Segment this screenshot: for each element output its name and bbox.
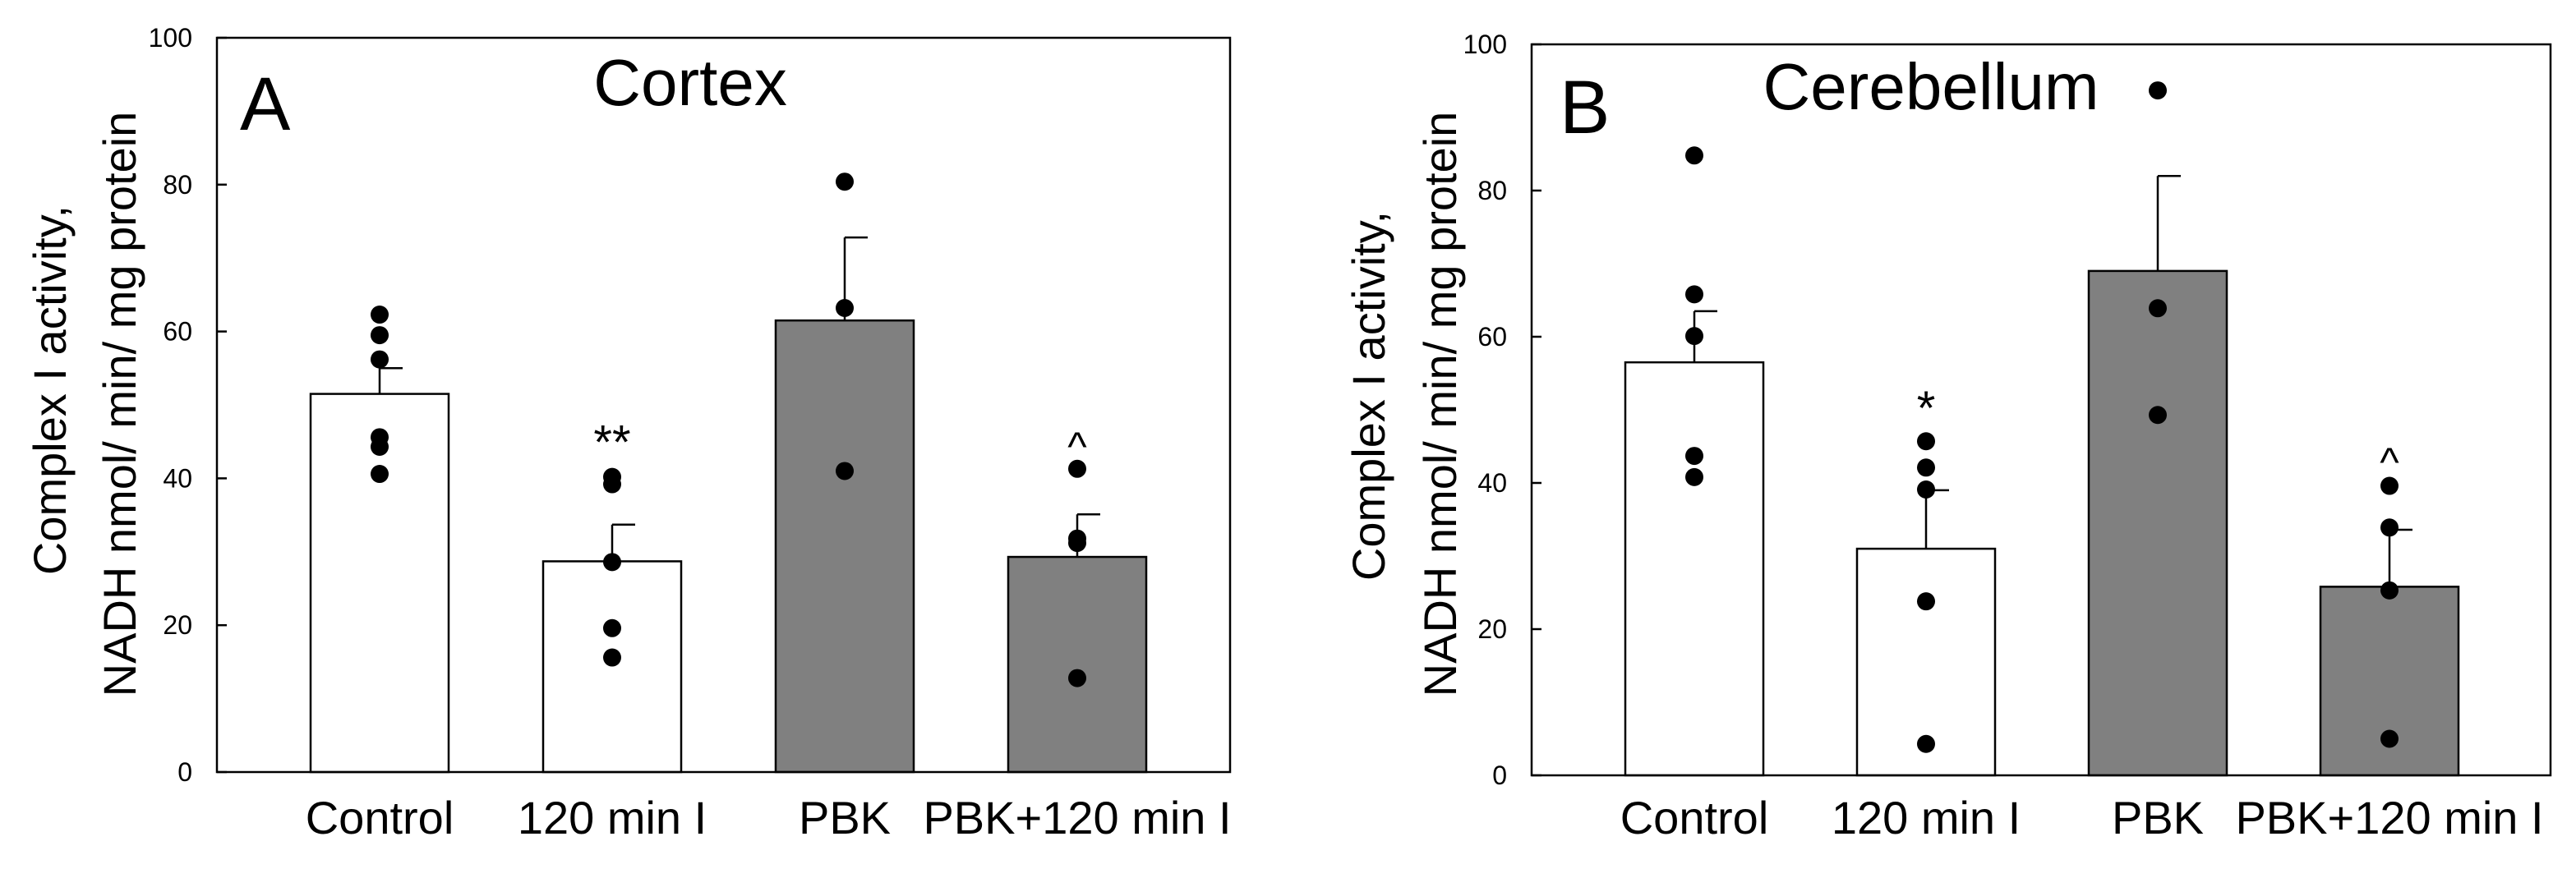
x-tick-label: 120 min I [518,792,707,844]
data-point [1685,285,1703,304]
x-tick-label: Control [1620,792,1769,844]
y-tick-label: 80 [163,170,192,200]
plot-frame [215,36,1232,774]
bar [1624,361,1765,777]
y-tick-label: 40 [163,463,192,493]
x-tick-label: PBK [2112,792,2204,844]
bar [2087,269,2228,777]
significance-label: * [1917,382,1936,435]
x-tick-label: Control [306,792,454,844]
y-axis-label-line1: Complex I activity, [1343,211,1394,581]
data-point [1068,534,1086,553]
data-point [1068,669,1086,687]
data-point [603,553,621,572]
data-point [2380,518,2399,537]
data-point [2149,406,2167,425]
y-tick-label: 100 [1463,30,1507,59]
data-point [836,462,854,480]
significance-label: ^ [1067,424,1087,470]
data-point [836,298,854,317]
data-point [1685,447,1703,466]
y-tick-label: 60 [163,317,192,347]
data-point [371,437,389,456]
y-axis-label-line2: NADH nmol/ min/ mg protein [94,112,145,697]
data-point [1685,327,1703,346]
data-point [603,475,621,494]
y-tick-label: 100 [149,23,192,53]
data-point [371,326,389,345]
y-tick-label: 40 [1477,468,1507,498]
y-tick-label: 80 [1477,176,1507,205]
data-point [2149,299,2167,318]
significance-label: ** [593,416,630,470]
bar [541,560,683,774]
data-point [603,648,621,667]
chart-panel-cerebellum: B Cerebellum Complex I activity, NADH nm… [1343,30,2552,844]
data-point [2380,581,2399,600]
panel-letter: B [1560,66,1610,149]
data-point [1917,480,1935,499]
y-tick-label: 0 [1492,761,1507,790]
bar [309,393,450,774]
chart-panel-cortex: A Cortex Complex I activity, NADH nmol/ … [24,23,1232,844]
y-axis-label-line2: NADH nmol/ min/ mg protein [1414,112,1466,697]
data-point [1917,734,1935,753]
data-point [1068,459,1086,478]
data-point [1917,458,1935,477]
data-point [371,465,389,484]
significance-label: ^ [2380,439,2399,485]
data-point [371,306,389,324]
data-point [1685,146,1703,165]
data-point [1917,432,1935,451]
y-tick-label: 20 [1477,614,1507,644]
data-point [603,618,621,637]
x-tick-label: 120 min I [1832,792,2021,844]
x-tick-label: PBK [799,792,891,844]
data-point [1917,592,1935,611]
data-point [2149,81,2167,100]
y-tick-label: 20 [163,610,192,640]
y-tick-label: 0 [177,757,192,787]
data-point [2380,729,2399,748]
bar [774,319,915,774]
data-point [2380,476,2399,495]
x-tick-label: PBK+120 min I [2235,792,2543,844]
data-point [1685,467,1703,486]
bar [1007,555,1148,774]
x-tick-label: PBK+120 min I [923,792,1231,844]
chart-title: Cerebellum [1763,50,2099,123]
panel-letter: A [240,62,291,146]
y-tick-label: 60 [1477,322,1507,352]
chart-title: Cortex [593,46,787,119]
y-axis-label-line1: Complex I activity, [24,205,76,575]
plot-frame [1530,43,2552,777]
data-point [371,350,389,369]
data-point [836,172,854,191]
